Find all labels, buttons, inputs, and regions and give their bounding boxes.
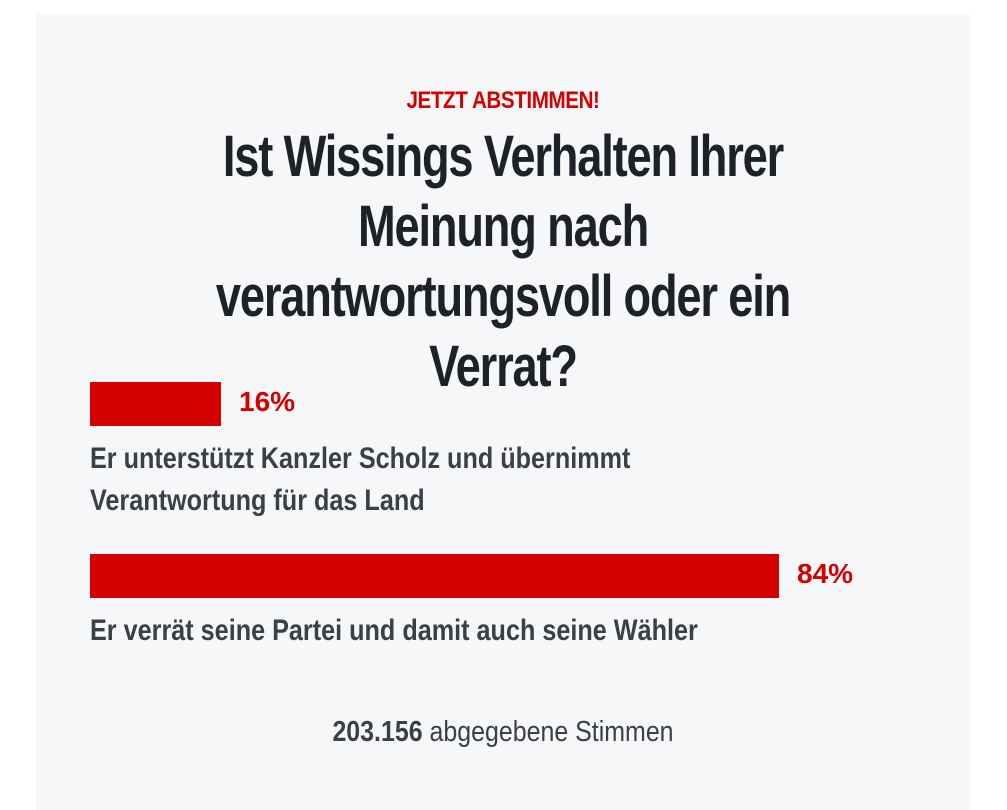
- answer-label: Er verrät seine Partei und damit auch se…: [90, 614, 698, 647]
- vote-suffix: abgegebene Stimmen: [429, 716, 674, 748]
- result-bar-row: 16%: [90, 382, 930, 426]
- result-bar-fill: [90, 554, 779, 598]
- poll-option-2[interactable]: 84% Er verrät seine Partei und damit auc…: [90, 554, 930, 652]
- result-percentage: 84%: [797, 558, 854, 589]
- poll-card: JETZT ABSTIMMEN! Ist Wissings Verhalten …: [36, 14, 970, 810]
- result-bar-row: 84%: [90, 554, 930, 598]
- vote-total: 203.156 abgegebene Stimmen: [101, 716, 904, 749]
- poll-question: Ist Wissings Verhalten Ihrer Meinung nac…: [215, 124, 791, 399]
- result-bar-fill: [90, 382, 221, 426]
- result-bar-track: [90, 554, 910, 598]
- vote-count: 203.156: [332, 716, 423, 748]
- poll-option-1[interactable]: 16% Er unterstützt Kanzler Scholz und üb…: [90, 382, 930, 522]
- answer-label: Er unterstützt Kanzler Scholz und überni…: [90, 442, 631, 517]
- result-bar-track: [90, 382, 910, 426]
- poll-kicker: JETZT ABSTIMMEN!: [406, 87, 600, 114]
- result-percentage: 16%: [239, 386, 296, 417]
